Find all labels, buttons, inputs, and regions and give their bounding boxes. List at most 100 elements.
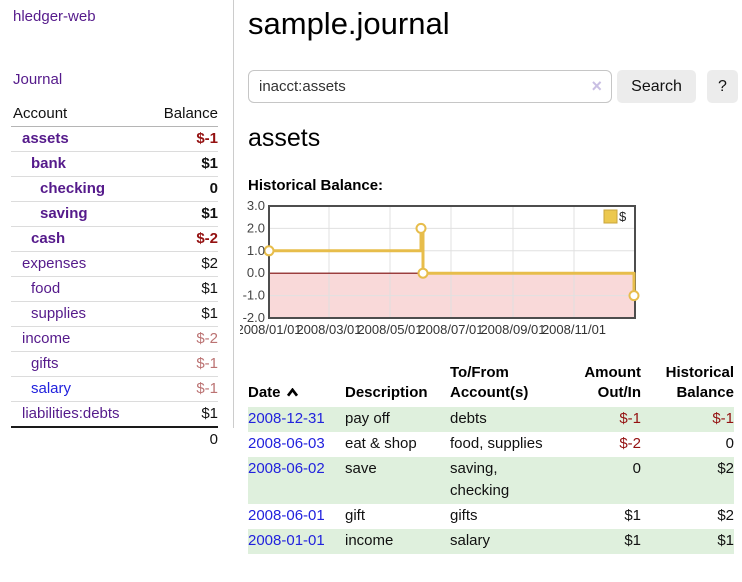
account-link-expenses[interactable]: expenses xyxy=(22,255,87,272)
brand-link[interactable]: hledger-web xyxy=(13,8,96,25)
account-link-saving[interactable]: saving xyxy=(40,205,88,222)
register-row: 2008-12-31 pay off debts $-1 $-1 xyxy=(248,407,734,432)
account-link-checking[interactable]: checking xyxy=(40,180,106,197)
account-balance: $-2 xyxy=(147,326,218,352)
transaction-balance: $2 xyxy=(717,507,734,524)
sidebar-divider xyxy=(233,0,234,428)
transaction-balance: $-1 xyxy=(641,407,734,432)
x-tick-label: 2008/11/01 xyxy=(542,322,606,337)
data-point-marker xyxy=(417,267,429,279)
accounts-total-value: 0 xyxy=(147,426,218,452)
account-link-salary[interactable]: salary xyxy=(31,380,72,397)
account-balance: $2 xyxy=(147,251,218,277)
transaction-accounts: gifts xyxy=(450,507,478,524)
register-header-date-label: Date xyxy=(248,384,281,401)
account-link-gifts[interactable]: gifts xyxy=(31,355,59,372)
transaction-date-link[interactable]: 2008-01-01 xyxy=(248,532,325,549)
account-balance: $-2 xyxy=(147,226,218,252)
register-header-accounts: To/From Account(s) xyxy=(450,364,529,401)
data-point-marker xyxy=(415,222,427,234)
x-tick-label: 2008/01/01 xyxy=(240,322,302,337)
table-row: gifts $-1 xyxy=(11,351,218,377)
account-balance: $1 xyxy=(147,301,218,327)
transaction-accounts: debts xyxy=(450,407,566,432)
register-header-description: Description xyxy=(345,384,428,401)
accounts-total-row: 0 xyxy=(11,426,218,452)
register-header-date[interactable]: Date xyxy=(248,363,345,407)
transaction-amount: $1 xyxy=(566,529,641,554)
account-balance: $-1 xyxy=(147,126,218,152)
y-tick-label: 0.0 xyxy=(247,265,265,280)
transaction-accounts: salary xyxy=(450,529,566,554)
chart-canvas: $3.0 2.0 1.0 0.0 -1.0 -2.02008/01/012008/03/0… xyxy=(236,198,640,337)
y-tick-label: 2.0 xyxy=(247,220,265,235)
transaction-accounts: saving, checking xyxy=(450,457,566,504)
account-balance: $1 xyxy=(147,151,218,177)
clear-search-icon[interactable]: × xyxy=(591,76,602,96)
x-tick-label: 2008/05/01 xyxy=(357,322,422,337)
data-point-marker xyxy=(263,245,275,257)
register-header-amount: Amount Out/In xyxy=(584,364,641,401)
account-balance: 0 xyxy=(147,176,218,202)
transaction-amount: 0 xyxy=(566,457,641,504)
table-row: cash $-2 xyxy=(11,226,218,252)
sort-ascending-icon xyxy=(286,383,299,403)
transaction-amount: $-2 xyxy=(619,435,641,452)
transaction-date-link[interactable]: 2008-12-31 xyxy=(248,410,325,427)
y-tick-label: -2.0 xyxy=(243,310,265,325)
register-row: 2008-06-01 gift gifts $1 $2 xyxy=(248,504,734,529)
account-link-bank[interactable]: bank xyxy=(31,155,67,172)
table-row: income $-2 xyxy=(11,326,218,352)
accounts-balance-table: Account Balance assets $-1 bank $1 checkin… xyxy=(11,101,218,452)
transaction-date-link[interactable]: 2008-06-01 xyxy=(248,507,325,524)
account-link-cash[interactable]: cash xyxy=(31,230,66,247)
help-button[interactable]: ? xyxy=(707,70,738,103)
table-row: assets $-1 xyxy=(11,126,218,152)
transaction-amount: $-1 xyxy=(566,407,641,432)
search-input[interactable] xyxy=(259,72,579,101)
account-page-title: assets xyxy=(248,124,321,152)
register-row: 2008-06-02 save saving, checking 0 $2 xyxy=(248,457,734,504)
plot-border xyxy=(268,205,636,319)
account-link-liabilities-debts[interactable]: liabilities:debts xyxy=(22,405,120,422)
legend-label: $ xyxy=(619,209,627,224)
table-row: bank $1 xyxy=(11,151,218,177)
data-point-marker xyxy=(628,290,640,302)
page-title: sample.journal xyxy=(248,6,450,41)
transaction-accounts: food, supplies xyxy=(450,435,543,452)
x-tick-label: 2008/03/01 xyxy=(296,322,361,337)
account-link-food[interactable]: food xyxy=(31,280,61,297)
table-row: supplies $1 xyxy=(11,301,218,327)
chart-title: Historical Balance: xyxy=(248,177,384,194)
historical-balance-chart: $3.0 2.0 1.0 0.0 -1.0 -2.0 2008/01/01 2008/03/0… xyxy=(236,198,740,340)
account-balance: $-1 xyxy=(147,351,218,377)
table-row: saving $1 xyxy=(11,201,218,227)
x-tick-label: 2008/09/01 xyxy=(480,322,545,337)
transaction-balance: 0 xyxy=(725,435,734,452)
account-link-assets[interactable]: assets xyxy=(22,130,69,147)
x-tick-label: 2008/07/01 xyxy=(418,322,483,337)
transaction-amount: $1 xyxy=(624,507,641,524)
accounts-header-account: Account xyxy=(11,101,148,127)
table-row: checking 0 xyxy=(11,176,218,202)
transaction-balance: $1 xyxy=(641,529,734,554)
transaction-date-link[interactable]: 2008-06-03 xyxy=(248,435,325,452)
account-balance: $1 xyxy=(147,201,218,227)
account-link-income[interactable]: income xyxy=(22,330,71,347)
accounts-header-balance: Balance xyxy=(147,101,218,127)
transaction-description: eat & shop xyxy=(345,435,417,452)
register-row: 2008-01-01 income salary $1 $1 xyxy=(248,529,734,554)
y-tick-label: 1.0 xyxy=(247,243,265,258)
nav-journal-link[interactable]: Journal xyxy=(13,71,63,88)
table-row: liabilities:debts $1 xyxy=(11,401,218,428)
account-link-supplies[interactable]: supplies xyxy=(31,305,87,322)
y-tick-label: 3.0 xyxy=(247,200,265,213)
search-button[interactable]: Search xyxy=(617,70,696,103)
account-balance: $-1 xyxy=(147,376,218,402)
transaction-balance: $2 xyxy=(641,457,734,504)
transaction-date-link[interactable]: 2008-06-02 xyxy=(248,460,325,477)
search-box: × xyxy=(248,70,612,103)
legend-swatch xyxy=(603,209,618,224)
table-row: salary $-1 xyxy=(11,376,218,402)
account-balance: $1 xyxy=(147,401,218,428)
